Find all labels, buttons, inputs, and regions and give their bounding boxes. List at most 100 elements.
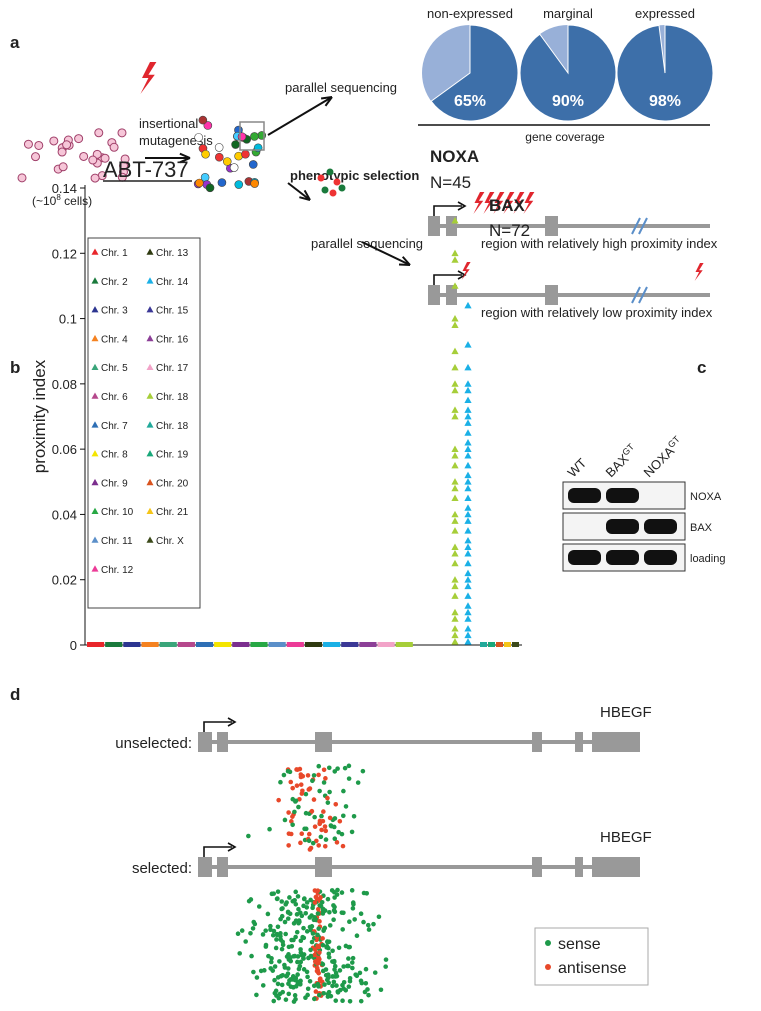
data-point	[464, 527, 472, 534]
insertion-dot	[325, 800, 331, 805]
insertion-dot	[346, 763, 352, 769]
cells-label-part: (~10	[32, 194, 57, 208]
insertion-dot	[332, 904, 337, 910]
insertion-dot	[301, 956, 306, 961]
insertion-dot	[290, 974, 296, 979]
cell	[120, 154, 130, 164]
pie-value-label: 98%	[649, 93, 681, 110]
insertion-dot	[327, 815, 333, 821]
insertion-dot	[267, 826, 272, 832]
data-point	[451, 347, 459, 355]
legend-box	[87, 237, 201, 609]
insertion-dot	[360, 768, 366, 774]
annotation: N=72	[489, 221, 530, 240]
legend-marker	[91, 507, 99, 514]
blot-band	[644, 550, 677, 565]
insertion-dot	[301, 967, 307, 972]
insertion-dot	[310, 931, 316, 936]
insertion-dot	[260, 932, 266, 937]
insertion-dot	[303, 995, 308, 1001]
data-point	[464, 569, 472, 577]
mutant-cell	[198, 115, 208, 125]
insertion-dot	[333, 998, 339, 1003]
insertion-dot	[332, 963, 338, 969]
insertion-dot	[332, 836, 338, 841]
insertion-dot	[337, 968, 343, 973]
cell	[79, 151, 89, 161]
mutant-cell	[222, 157, 232, 166]
insertion-dot	[350, 900, 356, 905]
insertion-dot	[362, 989, 368, 995]
insertion-dot	[318, 834, 324, 840]
insertion-dot	[320, 942, 326, 948]
insertion-dot	[354, 973, 360, 979]
mutant-cell	[205, 183, 215, 193]
insertion-dot	[310, 778, 315, 784]
insertion-dot	[283, 931, 288, 937]
exon	[545, 216, 558, 236]
y-tick-label: 0	[70, 638, 77, 653]
chromosome-strip	[395, 642, 413, 647]
insertion-dot	[304, 900, 310, 905]
data-point	[464, 471, 472, 479]
insertion-dot	[337, 987, 343, 993]
row-label: BAX	[690, 522, 713, 534]
insertion-dot	[378, 987, 384, 993]
chromosome-strip	[304, 642, 323, 647]
insertion-dot	[371, 921, 376, 927]
data-point	[451, 380, 459, 387]
insertion-dot	[333, 802, 339, 807]
legend-marker	[146, 507, 154, 514]
insertion-dot	[319, 827, 324, 833]
insertion-dot	[278, 779, 283, 785]
row-label: NOXA	[690, 491, 722, 503]
insertion-dot	[286, 843, 291, 848]
pie-category: marginal	[543, 6, 593, 21]
legend-label: Chr. 13	[156, 248, 189, 259]
mutant-cell	[203, 121, 213, 130]
insertion-dot	[285, 768, 291, 774]
insertion-dot	[358, 911, 364, 917]
mutant-cell	[195, 178, 204, 188]
insertion-dot	[275, 924, 281, 930]
insertion-dot	[302, 826, 307, 832]
cell	[23, 139, 33, 149]
insertion-dot	[326, 945, 331, 951]
insertion-dot	[309, 939, 315, 945]
insertion-dot	[322, 982, 327, 987]
label: phenotypic selection	[290, 168, 419, 183]
insertion-dot	[325, 896, 331, 902]
insertion-dot	[340, 998, 345, 1004]
data-point	[451, 314, 459, 322]
selected-cell	[321, 186, 329, 194]
insertion-dot	[331, 958, 337, 964]
annotation: NOXA	[430, 147, 479, 166]
data-point	[451, 249, 459, 257]
data-point	[464, 608, 472, 616]
legend-marker	[545, 940, 551, 946]
insertion-dot	[331, 979, 337, 985]
insertion-dot	[313, 894, 319, 900]
insertion-dot	[305, 986, 311, 992]
insertion-dot	[339, 831, 345, 837]
insertion-dot	[322, 908, 328, 913]
insertion-dot	[316, 926, 321, 931]
insertion-dot	[354, 933, 360, 938]
insertion-dot	[306, 838, 312, 844]
data-point	[451, 282, 459, 289]
gene-name: HBEGF	[600, 704, 652, 721]
insertion-dot	[315, 906, 321, 912]
insertion-dot	[298, 774, 304, 780]
insertion-dot	[366, 992, 371, 998]
insertion-dot	[269, 956, 274, 961]
legend-marker	[146, 478, 154, 486]
cell	[49, 136, 59, 146]
chart-title: ABT-737	[103, 157, 189, 182]
exon	[315, 732, 332, 752]
insertion-dot	[332, 909, 338, 915]
insertion-dot	[351, 813, 357, 819]
data-point	[464, 638, 472, 645]
insertion-dot	[293, 901, 299, 907]
annotation: N=45	[430, 173, 471, 192]
insertion-dot	[312, 952, 317, 958]
